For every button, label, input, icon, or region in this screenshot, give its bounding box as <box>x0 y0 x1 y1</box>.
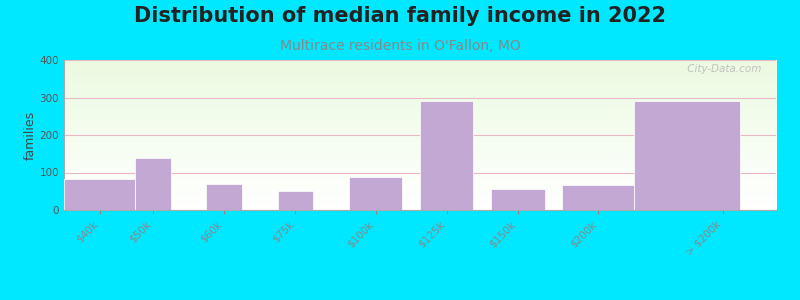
Bar <box>491 189 545 210</box>
Bar <box>349 177 402 210</box>
Y-axis label: families: families <box>24 110 37 160</box>
Text: Multirace residents in O'Fallon, MO: Multirace residents in O'Fallon, MO <box>280 39 520 53</box>
Bar <box>135 158 171 210</box>
Text: Distribution of median family income in 2022: Distribution of median family income in … <box>134 6 666 26</box>
Bar <box>278 191 314 210</box>
Bar <box>206 184 242 210</box>
Bar <box>64 179 135 210</box>
Bar <box>420 101 474 210</box>
Bar <box>634 101 741 210</box>
Text: City-Data.com: City-Data.com <box>684 64 762 74</box>
Bar <box>562 185 634 210</box>
